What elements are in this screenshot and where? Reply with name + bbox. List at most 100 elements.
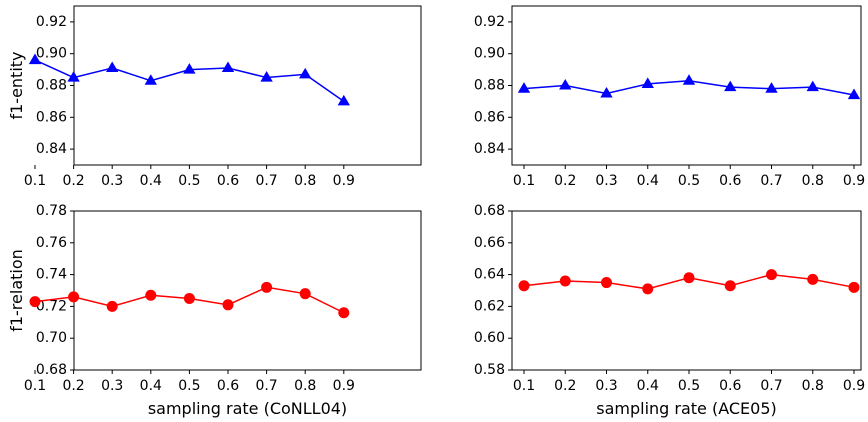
y-axis-label: f1-entity [7,51,26,119]
x-tick-label: 0.3 [101,378,123,394]
y-tick-label: 0.92 [36,14,67,30]
subplot-conll-relation: 0.68 0.70 0.72 0.74 0.76 0.78 0.1 0.2 0.3 0.4 0.5 0… [7,203,422,418]
y-tick-label: 0.92 [474,14,505,30]
x-tick-label: 0.2 [554,173,576,189]
y-tick-label: 0.68 [474,203,505,219]
data-point-circle [724,280,736,292]
x-tick-label: 0.8 [802,173,824,189]
axes-frame [73,5,422,166]
data-point-circle [518,280,530,292]
y-tick-label: 0.58 [474,362,505,378]
data-point-circle [601,277,612,289]
data-point-triangle [724,80,737,92]
data-point-triangle [847,88,861,100]
data-point-circle [683,272,695,284]
x-tick-label: 0.8 [294,378,316,394]
x-tick-label: 0.9 [333,173,355,189]
x-tick-label: 0.7 [760,173,782,189]
y-tick-label: 0.60 [474,330,505,346]
data-point-circle [29,296,41,308]
data-point-circle [145,289,157,301]
y-tick-label: 0.84 [36,141,67,157]
y-tick-label: 0.62 [474,298,505,314]
subplot-conll-entity: 0.84 0.86 0.88 0.90 0.92 0.1 0.2 0.3 0.4 0.5 0.6 0.… [7,5,422,189]
x-tick-label: 0.1 [513,173,535,189]
data-point-triangle [806,80,819,92]
data-point-triangle [517,82,531,93]
data-point-circle [848,281,860,293]
data-point-triangle [221,61,235,73]
data-point-triangle [28,53,42,65]
axes-frame [511,210,862,371]
subplot-ace-relation: 0.58 0.60 0.62 0.64 0.66 0.68 0.1 0.2 0.3 0.4 0.5 0… [474,203,865,418]
x-tick-label: 0.3 [595,173,617,189]
x-axis-label: sampling rate (CoNLL04) [148,399,347,418]
data-point-triangle [682,74,696,85]
data-point-triangle [765,82,778,93]
y-tick-label: 0.90 [474,46,505,62]
data-point-triangle [183,63,196,74]
data-point-triangle [106,61,119,73]
x-tick-label: 0.4 [140,173,162,189]
x-tick-label: 0.4 [140,378,162,394]
data-point-circle [338,307,350,319]
data-point-triangle [260,71,273,82]
y-tick-label: 0.88 [36,78,67,94]
axes-frame [73,210,422,371]
x-tick-label: 0.1 [24,173,46,189]
subplot-ace-entity: 0.84 0.86 0.88 0.90 0.92 0.1 0.2 0.3 0.4 0.5 0.6 0.… [474,5,865,189]
x-tick-label: 0.8 [294,173,316,189]
data-point-circle [106,300,118,312]
x-tick-label: 0.6 [217,378,239,394]
x-tick-label: 0.9 [843,378,865,394]
x-tick-label: 0.5 [178,378,200,394]
data-point-circle [807,273,819,285]
x-tick-label: 0.3 [101,173,123,189]
y-tick-label: 0.90 [36,46,67,62]
y-tick-label: 0.86 [36,109,67,125]
data-point-triangle [337,94,350,106]
data-point-circle [261,281,273,293]
y-axis-label: f1-relation [7,249,26,332]
data-point-circle [559,275,571,287]
x-tick-label: 0.5 [678,173,700,189]
x-tick-label: 0.2 [62,173,84,189]
x-tick-label: 0.4 [637,173,659,189]
data-point-triangle [641,77,654,88]
data-point-circle [222,299,234,311]
data-point-circle [68,291,80,303]
data-point-circle [299,288,311,300]
x-tick-label: 0.5 [678,378,700,394]
x-tick-label: 0.4 [637,378,659,394]
x-tick-label: 0.9 [843,173,865,189]
y-tick-label: 0.88 [474,78,505,94]
y-tick-label: 0.76 [36,235,67,251]
x-tick-label: 0.2 [554,378,576,394]
y-tick-label: 0.86 [474,109,505,125]
x-tick-label: 0.9 [333,378,355,394]
x-tick-label: 0.7 [255,378,277,394]
x-tick-label: 0.6 [719,173,741,189]
x-tick-label: 0.5 [178,173,200,189]
x-tick-label: 0.7 [255,173,277,189]
x-tick-label: 0.1 [513,378,535,394]
x-axis-label: sampling rate (ACE05) [596,399,777,418]
x-tick-label: 0.1 [24,378,46,394]
x-tick-label: 0.3 [595,378,617,394]
y-tick-label: 0.64 [474,267,505,283]
data-point-triangle [600,86,613,98]
x-tick-label: 0.7 [760,378,782,394]
data-point-circle [642,283,654,295]
x-tick-label: 0.6 [217,173,239,189]
data-point-triangle [299,67,312,79]
y-tick-label: 0.66 [474,235,505,251]
data-point-triangle [144,74,157,85]
y-tick-label: 0.84 [474,141,505,157]
y-tick-label: 0.78 [36,203,67,219]
data-point-circle [766,269,777,281]
y-tick-label: 0.74 [36,267,67,283]
data-point-circle [183,292,195,304]
x-tick-label: 0.6 [719,378,741,394]
x-tick-label: 0.8 [802,378,824,394]
